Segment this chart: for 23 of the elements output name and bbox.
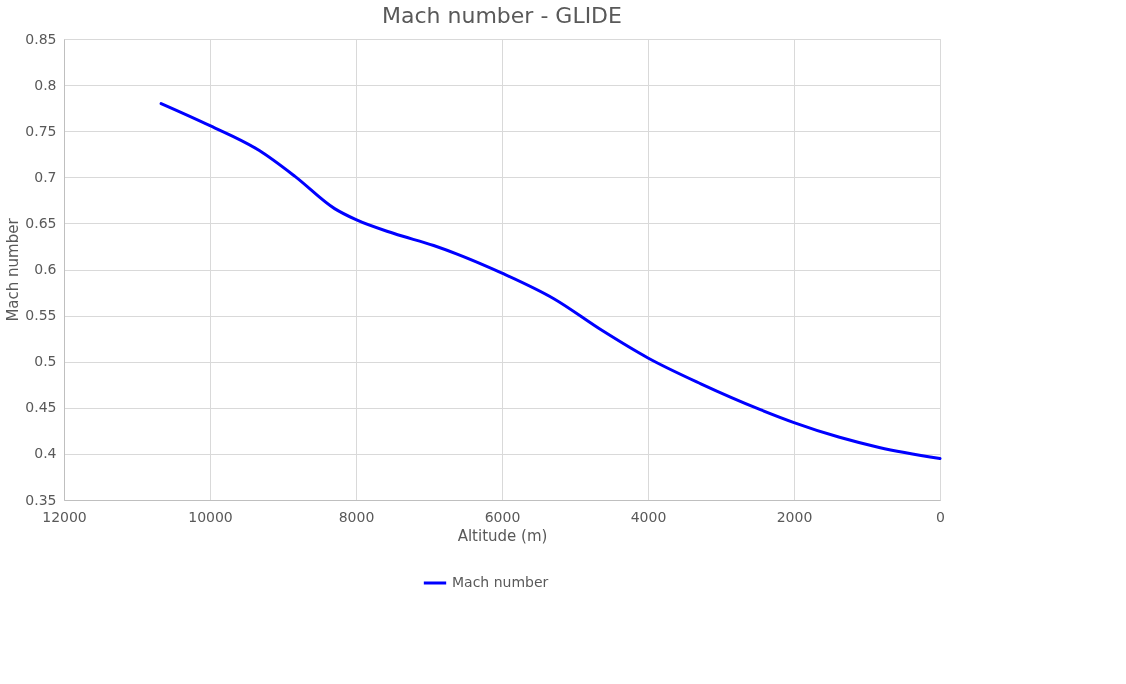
line-series: [159, 102, 942, 461]
y-tick-label: 0.8: [34, 76, 57, 93]
y-tick-label: 0.6: [34, 261, 57, 277]
y-tick-label: 0.35: [25, 491, 57, 508]
x-tick-label: 6000: [484, 508, 521, 525]
y-tick-label: 0.45: [25, 399, 57, 416]
y-tick-label: 0.7: [34, 168, 57, 185]
y-tick-label: 0.4: [34, 445, 57, 462]
y-tick-label: 0.85: [25, 30, 57, 47]
x-tick-label: 0: [936, 508, 945, 525]
x-tick-label: 8000: [338, 508, 375, 525]
y-tick-label: 0.65: [25, 214, 57, 231]
y-tick-label: 0.55: [25, 307, 57, 324]
x-axis-title: Altitude (m): [457, 526, 548, 545]
y-tick-label: 0.5: [34, 353, 57, 370]
x-tick-label: 2000: [776, 508, 813, 525]
legend-label: Mach number: [452, 574, 549, 590]
y-tick-label: 0.75: [25, 122, 57, 139]
y-axis-title: Mach number: [4, 217, 23, 322]
x-tick-label: 12000: [42, 508, 87, 525]
x-tick-label: 10000: [188, 508, 233, 525]
chart-title: Mach number - GLIDE: [382, 3, 622, 28]
x-tick-label: 4000: [630, 508, 667, 525]
